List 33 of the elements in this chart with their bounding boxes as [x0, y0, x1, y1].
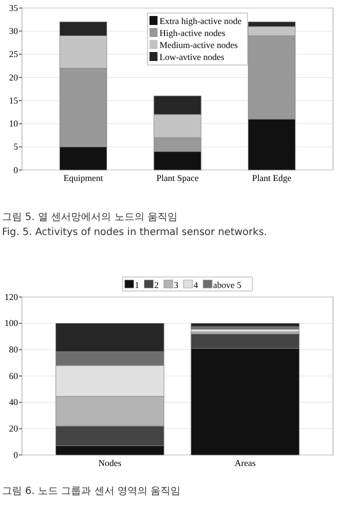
x-tick-label: Nodes [98, 458, 122, 468]
y-tick-label: 15 [9, 95, 18, 106]
legend-label: 3 [174, 280, 179, 290]
legend-label: Low-avtive nodes [160, 52, 225, 62]
y-tick-label: 10 [9, 118, 18, 129]
legend-label: 4 [194, 280, 198, 290]
y-tick-label: 20 [9, 72, 18, 82]
bar [190, 323, 300, 327]
y-tick-label: 5 [14, 142, 18, 152]
y-tick-label: 80 [9, 344, 18, 355]
legend-label: 1 [134, 280, 140, 290]
y-tick-label: 25 [9, 49, 18, 60]
y-tick-label: 120 [4, 292, 18, 302]
y-tick-label: 30 [9, 26, 18, 36]
y-tick-label: 35 [9, 2, 18, 13]
y-tick-label: 60 [9, 370, 18, 381]
x-tick-label: Plant Edge [252, 173, 292, 183]
x-tick-label: Plant Space [156, 173, 199, 183]
x-tick-label: Areas [234, 458, 256, 468]
legend-label: 2 [154, 280, 159, 290]
x-tick-label: Equipment [64, 173, 104, 183]
legend-label: Extra high-active node [160, 16, 242, 26]
y-tick-label: 100 [4, 318, 18, 328]
y-tick-label: 20 [9, 424, 18, 434]
caption: 그림 5. 열 센서망에서의 노드의 움직임 [2, 212, 178, 223]
y-tick-label: 0 [14, 164, 18, 175]
y-tick-label: 40 [9, 397, 18, 408]
legend-label: above 5 [213, 280, 242, 290]
legend-label: Medium-active nodes [160, 40, 238, 50]
legend-label: High-active nodes [160, 28, 226, 38]
caption: Fig. 5. Activitys of nodes in thermal sensor networks. [2, 227, 267, 238]
y-tick-label: 0 [14, 450, 18, 460]
caption: 그림 6. 노드 그룹과 센서 영역의 움직임 [2, 486, 181, 497]
